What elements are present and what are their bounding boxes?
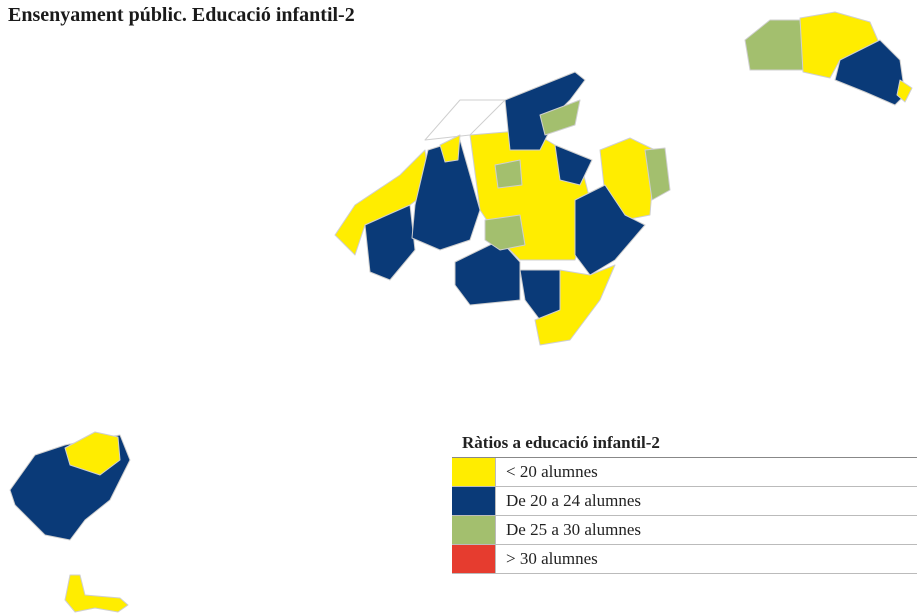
legend-item: > 30 alumnes	[452, 545, 917, 574]
page: Ensenyament públic. Educació infantil-2 …	[0, 0, 917, 614]
legend-label: De 25 a 30 alumnes	[496, 516, 917, 545]
legend-swatch	[452, 545, 496, 574]
formentera	[65, 575, 128, 612]
legend-item: < 20 alumnes	[452, 458, 917, 487]
legend-item: De 20 a 24 alumnes	[452, 487, 917, 516]
menorca	[745, 12, 912, 105]
legend-label: De 20 a 24 alumnes	[496, 487, 917, 516]
municipality	[555, 145, 592, 185]
legend: Ràtios a educació infantil-2 < 20 alumne…	[452, 428, 917, 574]
title: Ensenyament públic. Educació infantil-2	[8, 4, 355, 27]
municipality	[65, 575, 128, 612]
legend-label: < 20 alumnes	[496, 458, 917, 487]
municipality	[495, 160, 522, 188]
legend-title: Ràtios a educació infantil-2	[452, 428, 917, 458]
legend-item: De 25 a 30 alumnes	[452, 516, 917, 545]
legend-swatch	[452, 458, 496, 487]
legend-swatch	[452, 516, 496, 545]
legend-label: > 30 alumnes	[496, 545, 917, 574]
ibiza	[10, 432, 130, 540]
mallorca	[335, 72, 670, 345]
legend-swatch	[452, 487, 496, 516]
municipality	[745, 20, 805, 70]
